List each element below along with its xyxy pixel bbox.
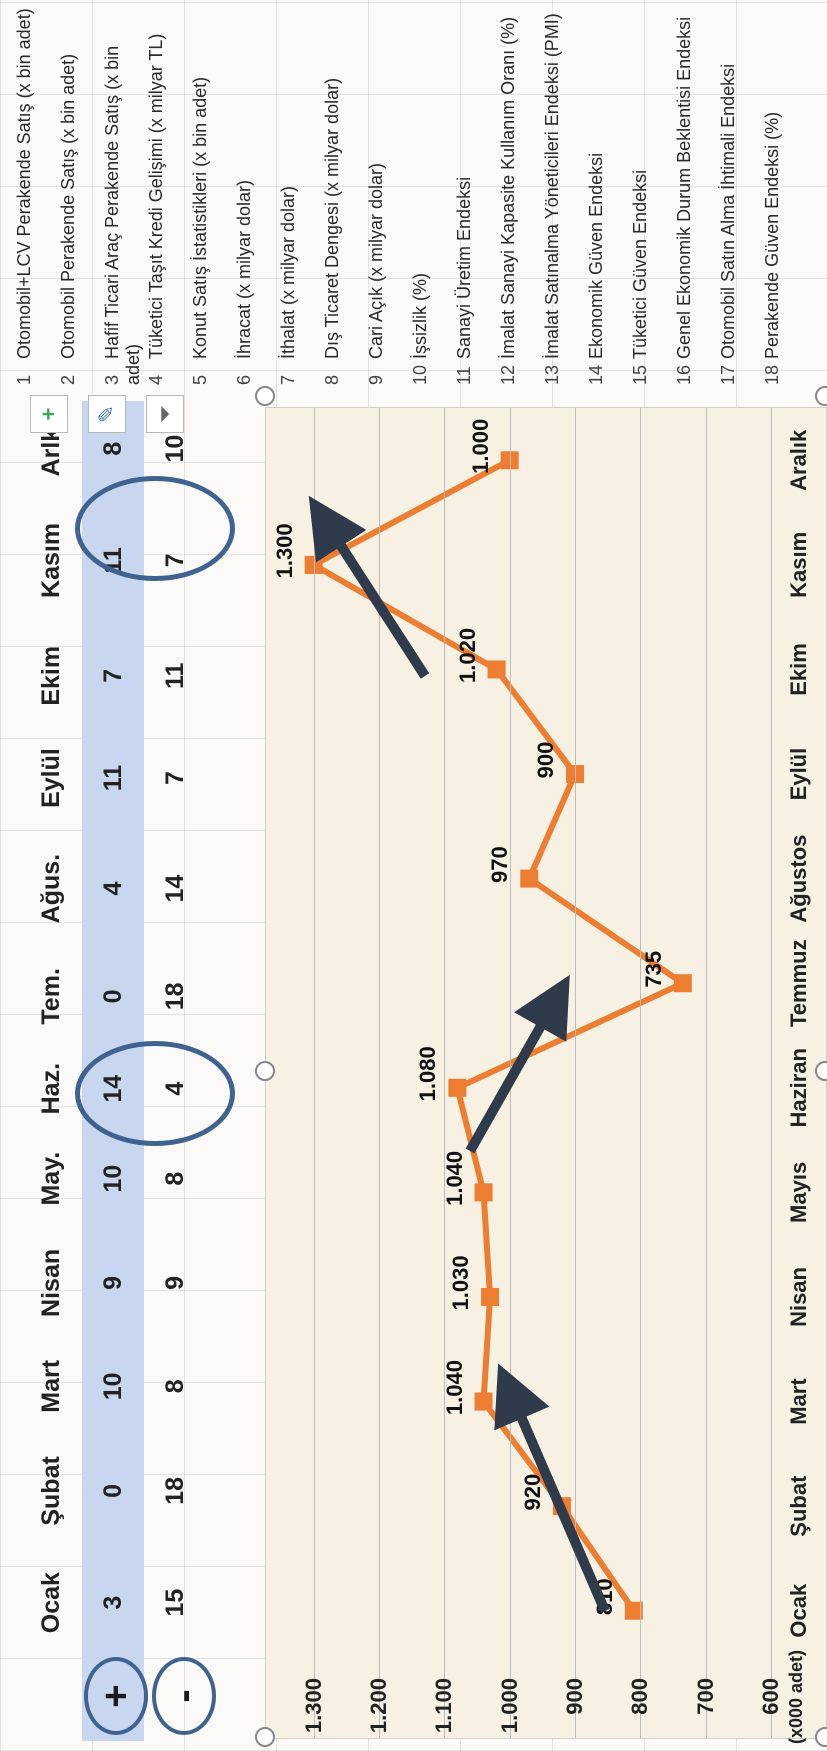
chart-styles-button[interactable]: ✎ — [88, 395, 126, 433]
series-name: Ekonomik Güven Endeksi — [586, 152, 606, 359]
series-list-item[interactable]: 7 İthalat (x milyar dolar) — [278, 5, 299, 385]
arrow-ekim — [308, 495, 430, 679]
series-number: 17 — [718, 364, 738, 385]
series-name: Otomobil Satın Alma İhtimali Endeksi — [718, 63, 738, 359]
series-number: 3 — [102, 374, 122, 385]
data-point[interactable] — [481, 1287, 500, 1306]
series-number: 1 — [14, 374, 34, 385]
series-list-item[interactable]: 18 Perakende Güven Endeksi (%) — [762, 5, 783, 385]
data-point[interactable] — [487, 660, 506, 679]
trend-arrows — [308, 495, 610, 1613]
series-name: Tüketici Taşıt Kredi Gelişimi (x milyar … — [146, 33, 166, 359]
series-list-item[interactable]: 1 Otomobil+LCV Perakende Satış (x bin ade… — [14, 5, 35, 385]
arrow-up-left — [494, 1363, 610, 1613]
series-list-item[interactable]: 16 Genel Ekonomik Durum Beklentisi Endeks… — [674, 5, 695, 385]
filter-icon: ⏷ — [152, 405, 177, 423]
data-point[interactable] — [624, 1601, 643, 1620]
series-number: 5 — [190, 374, 210, 385]
resize-handle[interactable] — [255, 1061, 275, 1081]
series-number: 14 — [586, 364, 606, 385]
series-name: Sanayi Üretim Endeksi — [454, 176, 474, 359]
series-name: Konut Satış İstatistikleri (x bin adet) — [190, 76, 210, 359]
data-point[interactable] — [673, 974, 692, 993]
series-name: İthalat (x milyar dolar) — [278, 185, 298, 359]
series-name: Hafif Ticari Araç Perakende Satış (x bin… — [102, 45, 143, 385]
series-number: 2 — [58, 374, 78, 385]
series-list-panel: + ✎ ⏷ 1 Otomobil+LCV Perakende Satış (x b… — [0, 0, 827, 433]
series-number: 11 — [454, 366, 474, 385]
series-name: İhracat (x milyar dolar) — [234, 179, 254, 359]
series-list-item[interactable]: 17 Otomobil Satın Alma İhtimali Endeksi — [718, 5, 739, 385]
chart-filters-button[interactable]: ⏷ — [146, 395, 184, 433]
brush-icon: ✎ — [94, 404, 119, 424]
series-list-item[interactable]: 9 Cari Açık (x milyar dolar) — [366, 5, 387, 385]
series-number: 10 — [410, 364, 430, 385]
series-list-item[interactable]: 12 İmalat Sanayi Kapasite Kullanım Oranı … — [498, 5, 519, 385]
series-number: 16 — [674, 364, 694, 385]
series-number: 12 — [498, 364, 518, 385]
data-point[interactable] — [520, 869, 539, 888]
series-name: Perakende Güven Endeksi (%) — [762, 111, 782, 359]
series-name: Dış Ticaret Dengesi (x milyar dolar) — [322, 77, 342, 359]
series-name: Cari Açık (x milyar dolar) — [366, 162, 386, 359]
series-list-item[interactable]: 3Hafif Ticari Araç Perakende Satış (x bi… — [102, 5, 144, 385]
series-list-item[interactable]: 14 Ekonomik Güven Endeksi — [586, 5, 607, 385]
chart-elements-button[interactable]: + — [30, 395, 68, 433]
data-point[interactable] — [448, 1078, 467, 1097]
series-list-item[interactable]: 10 İşsizlik (%) — [410, 5, 431, 385]
series-name: Tüketici Güven Endeksi — [630, 169, 650, 359]
plus-icon: + — [36, 407, 61, 421]
series-name: İşsizlik (%) — [410, 273, 430, 359]
data-point[interactable] — [474, 1183, 493, 1202]
series-number: 8 — [322, 374, 342, 385]
resize-handle[interactable] — [255, 1727, 275, 1747]
series-name: Otomobil+LCV Perakende Satış (x bin adet… — [14, 8, 34, 359]
series-list-item[interactable]: 4 Tüketici Taşıt Kredi Gelişimi (x milyar… — [146, 5, 167, 385]
series-name: Otomobil Perakende Satış (x bin adet) — [58, 53, 78, 359]
series-number: 18 — [762, 364, 782, 385]
series-number: 15 — [630, 364, 650, 385]
series-number: 13 — [542, 364, 562, 385]
series-number: 7 — [278, 374, 298, 385]
series-list-item[interactable]: 2 Otomobil Perakende Satış (x bin adet) — [58, 5, 79, 385]
arrow-mid — [465, 974, 570, 1154]
series-list-item[interactable]: 8 Dış Ticaret Dengesi (x milyar dolar) — [322, 5, 343, 385]
series-list-item[interactable]: 11 Sanayi Üretim Endeksi — [454, 5, 475, 385]
data-point[interactable] — [474, 1392, 493, 1411]
series-list-item[interactable]: 15 Tüketici Güven Endeksi — [630, 5, 651, 385]
series-name: İmalat Satınalma Yöneticileri Endeksi (P… — [542, 13, 562, 359]
series-number: 4 — [146, 374, 166, 385]
series-name: İmalat Sanayi Kapasite Kullanım Oranı (%… — [498, 16, 518, 359]
series-number: 9 — [366, 374, 386, 385]
series-list-item[interactable]: 5 Konut Satış İstatistikleri (x bin adet) — [190, 5, 211, 385]
series-list-item[interactable]: 6 İhracat (x milyar dolar) — [234, 5, 255, 385]
series-number: 6 — [234, 374, 254, 385]
series-list-item[interactable]: 13 İmalat Satınalma Yöneticileri Endeksi … — [542, 5, 563, 385]
series-name: Genel Ekonomik Durum Beklentisi Endeksi — [674, 16, 694, 359]
